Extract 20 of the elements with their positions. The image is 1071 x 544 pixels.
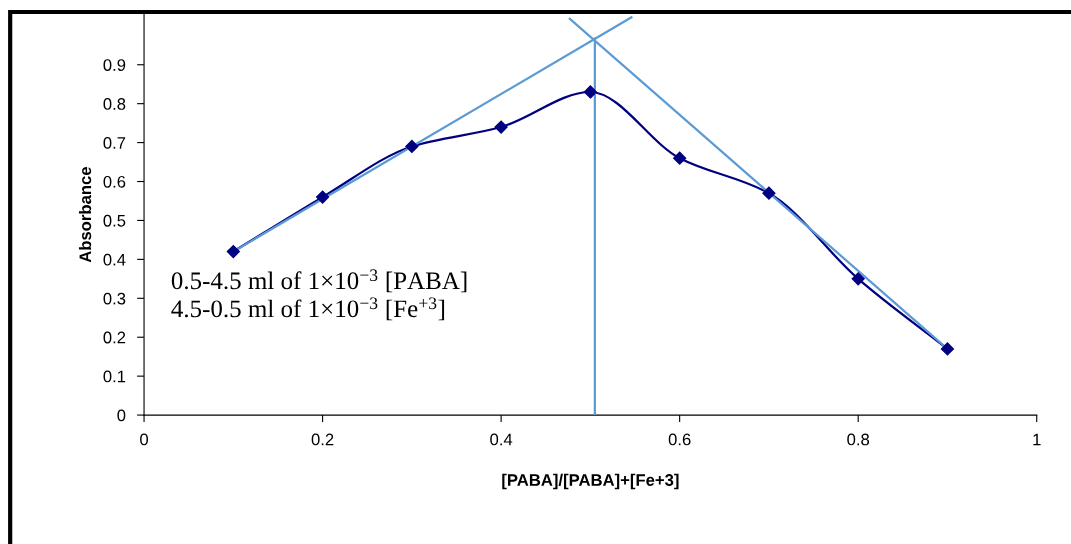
x-tick-label: 0.6	[668, 433, 691, 446]
y-tick-label: 0.2	[103, 331, 126, 344]
y-tick-label: 0.9	[103, 59, 126, 71]
annotation: 0.5-4.5 ml of 1×10$^{−3}$ [PABA]	[171, 269, 467, 293]
y-axis-title: Absorbance	[78, 167, 92, 263]
y-tick-label: 0.6	[103, 175, 126, 188]
x-axis-title: [PABA]/[PABA]+[Fe+3]	[502, 473, 679, 490]
y-tick-label: 0	[117, 409, 126, 422]
x-tick-label: 0.2	[311, 433, 334, 446]
y-tick-label: 0.4	[103, 253, 126, 266]
y-tick-label: 0.1	[103, 370, 126, 383]
x-tick-label: 1	[1033, 433, 1041, 446]
annotation: 4.5-0.5 ml of 1×10$^{−3}$ [Fe$^{+3}$]	[171, 297, 445, 321]
x-tick-label: 0	[140, 433, 149, 446]
y-tick-label: 0.7	[103, 137, 126, 149]
y-tick-label: 0.5	[103, 214, 126, 227]
y-tick-label: 0.8	[103, 98, 126, 110]
x-tick-label: 0.8	[847, 433, 870, 446]
x-tick-label: 0.4	[490, 433, 513, 446]
y-tick-label: 0.3	[103, 292, 126, 305]
